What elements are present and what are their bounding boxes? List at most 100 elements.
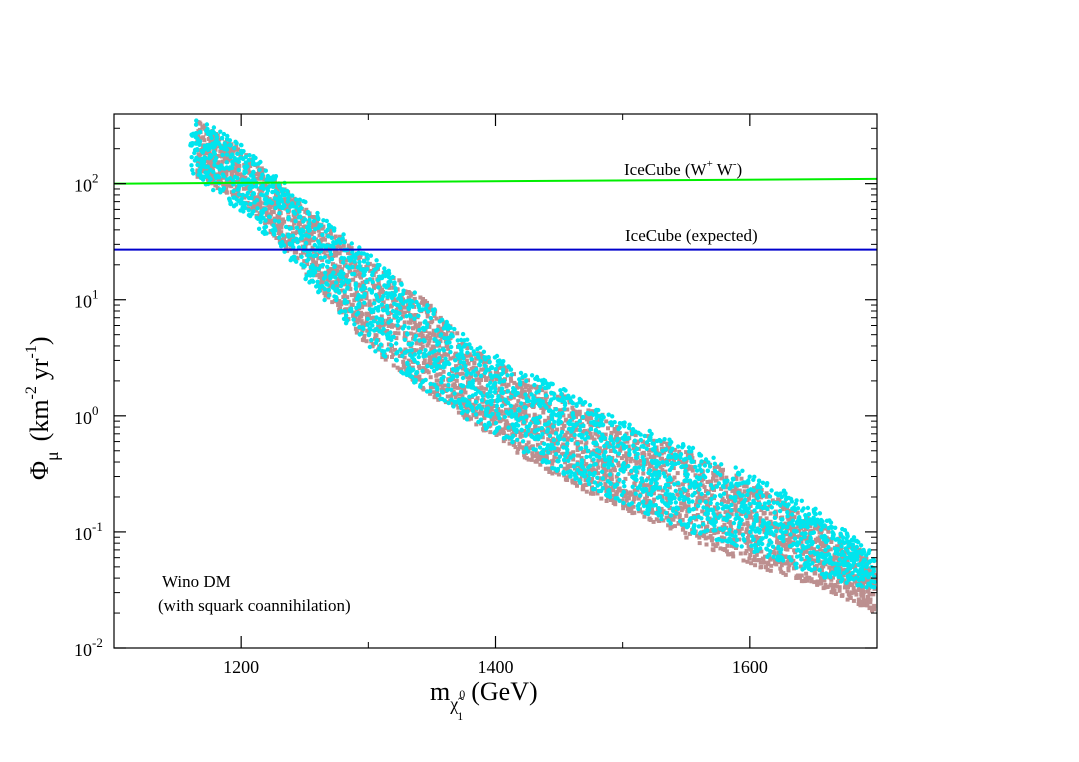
scatter-point-brown xyxy=(519,404,523,409)
scatter-point-brown xyxy=(651,438,656,443)
scatter-point-brown xyxy=(743,512,748,516)
scatter-point-brown xyxy=(573,410,578,414)
scatter-point-brown xyxy=(703,460,708,465)
scatter-point-cyan xyxy=(617,421,623,426)
scatter-point-brown xyxy=(829,540,834,544)
scatter-point-brown xyxy=(709,538,714,543)
scatter-point-brown xyxy=(357,315,362,320)
scatter-point-cyan xyxy=(369,337,374,343)
scatter-point-cyan xyxy=(425,364,430,369)
scatter-point-cyan xyxy=(802,565,807,571)
scatter-point-brown xyxy=(792,526,797,531)
scatter-point-brown xyxy=(297,222,302,227)
scatter-point-cyan xyxy=(189,163,194,168)
scatter-point-brown xyxy=(242,195,247,200)
scatter-point-brown xyxy=(679,508,684,513)
scatter-point-brown xyxy=(783,521,788,526)
scatter-point-cyan xyxy=(511,425,516,431)
scatter-point-brown xyxy=(815,581,820,586)
scatter-point-brown xyxy=(325,248,330,253)
scatter-point-brown xyxy=(448,356,453,361)
scatter-point-brown xyxy=(207,159,211,164)
scatter-point-brown xyxy=(831,586,836,591)
scatter-point-brown xyxy=(453,351,458,356)
scatter-point-brown xyxy=(568,451,572,456)
scatter-point-brown xyxy=(457,372,462,377)
scatter-point-brown xyxy=(784,532,789,537)
scatter-point-cyan xyxy=(716,481,722,486)
scatter-point-cyan xyxy=(733,529,738,535)
scatter-point-cyan xyxy=(384,291,389,296)
scatter-point-cyan xyxy=(587,481,592,487)
scatter-point-brown xyxy=(428,303,433,308)
scatter-point-cyan xyxy=(285,188,290,194)
scatter-point-brown xyxy=(872,603,877,608)
scatter-point-brown xyxy=(589,491,593,496)
scatter-point-brown xyxy=(853,589,858,594)
scatter-point-brown xyxy=(547,470,552,474)
scatter-point-brown xyxy=(842,550,847,555)
scatter-point-brown xyxy=(644,459,649,464)
scatter-point-brown xyxy=(782,541,786,546)
scatter-point-brown xyxy=(867,578,872,583)
scatter-point-brown xyxy=(717,464,721,469)
scatter-point-brown xyxy=(565,407,570,412)
scatter-point-brown xyxy=(307,214,312,219)
scatter-point-brown xyxy=(722,499,727,504)
scatter-point-brown xyxy=(549,438,554,443)
scatter-point-brown xyxy=(521,395,526,400)
scatter-point-brown xyxy=(419,347,424,352)
scatter-point-cyan xyxy=(648,468,653,473)
scatter-point-brown xyxy=(684,450,689,455)
scatter-point-brown xyxy=(465,346,470,350)
scatter-point-cyan xyxy=(389,295,395,301)
scatter-point-brown xyxy=(464,405,469,410)
scatter-point-brown xyxy=(264,212,269,217)
scatter-point-brown xyxy=(710,493,715,498)
scatter-point-brown xyxy=(859,556,864,561)
scatter-point-brown xyxy=(322,291,327,296)
scatter-point-cyan xyxy=(709,507,714,512)
scatter-point-brown xyxy=(770,522,774,526)
scatter-point-cyan xyxy=(626,425,632,431)
scatter-point-brown xyxy=(360,322,365,326)
scatter-point-cyan xyxy=(379,302,384,307)
scatter-point-brown xyxy=(720,525,725,530)
scatter-point-brown xyxy=(335,283,340,287)
scatter-point-cyan xyxy=(304,258,310,263)
scatter-point-brown xyxy=(814,563,819,568)
scatter-point-cyan xyxy=(396,296,401,301)
scatter-point-brown xyxy=(420,385,425,390)
scatter-point-brown xyxy=(224,187,229,192)
scatter-point-brown xyxy=(428,385,433,390)
scatter-point-cyan xyxy=(243,160,248,165)
scatter-point-brown xyxy=(316,228,321,233)
scatter-point-brown xyxy=(362,333,367,338)
scatter-point-brown xyxy=(571,450,576,455)
scatter-point-brown xyxy=(865,603,870,608)
scatter-point-cyan xyxy=(760,541,765,547)
scatter-point-cyan xyxy=(261,193,266,198)
scatter-point-brown xyxy=(776,497,781,502)
scatter-point-brown xyxy=(672,447,677,452)
scatter-point-brown xyxy=(220,159,225,164)
scatter-point-brown xyxy=(546,437,551,442)
scatter-point-brown xyxy=(269,203,274,208)
scatter-point-brown xyxy=(535,451,539,456)
scatter-point-brown xyxy=(302,259,307,264)
scatter-point-cyan xyxy=(799,557,804,562)
scatter-point-brown xyxy=(410,302,415,307)
scatter-point-brown xyxy=(427,331,432,336)
scatter-point-brown xyxy=(321,280,326,285)
scatter-point-cyan xyxy=(329,257,335,262)
scatter-point-brown xyxy=(507,441,512,446)
scatter-point-cyan xyxy=(564,450,569,456)
scatter-point-brown xyxy=(339,259,343,264)
scatter-point-brown xyxy=(523,418,528,423)
scatter-point-brown xyxy=(530,454,535,458)
scatter-point-brown xyxy=(393,347,397,352)
scatter-point-cyan xyxy=(526,449,531,454)
scatter-point-cyan xyxy=(520,439,526,444)
scatter-point-brown xyxy=(726,500,731,505)
scatter-point-brown xyxy=(705,524,710,529)
